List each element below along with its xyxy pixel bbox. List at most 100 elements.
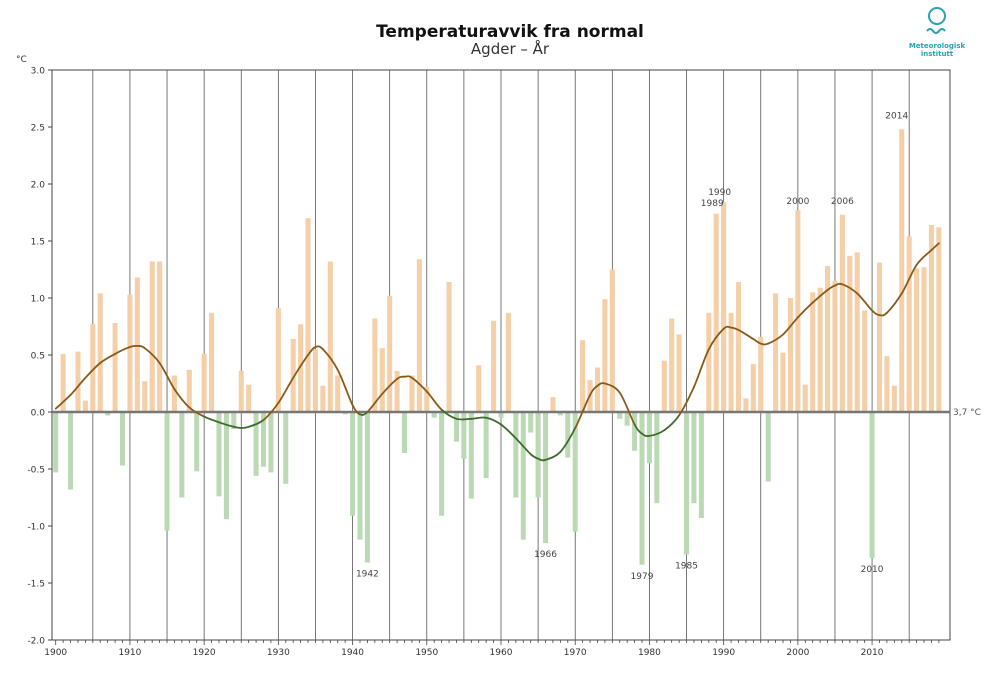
- bar-1945: [387, 295, 393, 412]
- smoothed-curve-segment: [277, 376, 295, 404]
- bar-1977: [624, 412, 630, 426]
- bar-1905: [90, 324, 96, 412]
- smoothed-curve-segment: [381, 378, 398, 395]
- bar-1925: [238, 370, 244, 412]
- bar-1930: [275, 308, 281, 412]
- logo-line2: institutt: [920, 50, 954, 58]
- bar-1997: [773, 293, 779, 412]
- bar-1959: [491, 320, 497, 412]
- bar-1958: [483, 412, 489, 479]
- bar-2008: [854, 252, 860, 412]
- bar-1974: [602, 299, 608, 412]
- smoothed-curve-segment: [336, 368, 354, 407]
- smoothed-curve-segment: [240, 425, 250, 429]
- smoothed-curve-segment: [425, 390, 443, 411]
- bar-1918: [186, 369, 192, 412]
- bar-2009: [862, 310, 868, 412]
- smoothed-curve-segment: [114, 346, 131, 355]
- smoothed-curve-segment: [663, 414, 680, 432]
- bar-1973: [594, 367, 601, 412]
- bar-1961: [505, 312, 511, 412]
- bar-1916: [171, 375, 177, 412]
- smoothed-curve-segment: [915, 249, 933, 266]
- smoothed-curve-segment: [188, 406, 205, 418]
- x-tick-label: 1980: [638, 648, 661, 658]
- bar-1952: [439, 412, 445, 516]
- y-tick-label: -0.5: [27, 466, 45, 476]
- y-tick-label: -1.5: [27, 580, 45, 590]
- bar-1955: [461, 412, 467, 459]
- bar-1982: [661, 360, 667, 412]
- bar-1922: [216, 412, 222, 497]
- bar-1980: [646, 412, 652, 464]
- bar-1926: [246, 384, 252, 412]
- bar-1924: [231, 412, 237, 430]
- bar-1956: [468, 412, 474, 499]
- smoothed-curve-segment: [841, 283, 859, 295]
- bar-2015: [906, 236, 912, 412]
- x-tick-label: 2010: [861, 648, 884, 658]
- smoothed-curve-segment: [455, 417, 473, 421]
- x-tick-label: 1920: [193, 648, 216, 658]
- smoothed-curve-segment: [470, 416, 488, 420]
- smoothed-curve-segment: [544, 451, 562, 461]
- bar-1915: [164, 412, 170, 531]
- smoothed-curve-segment: [707, 327, 725, 351]
- bar-1928: [260, 412, 267, 467]
- bar-1936: [320, 385, 326, 412]
- bar-1906: [97, 293, 103, 412]
- y-tick-label: 0.0: [31, 409, 46, 419]
- bar-1996: [765, 412, 771, 482]
- bar-2014: [899, 129, 905, 412]
- annotation-2006: 2006: [831, 197, 854, 207]
- bar-1942: [364, 412, 370, 563]
- smoothed-curve-segment: [143, 347, 161, 364]
- smoothed-curve-segment: [403, 375, 413, 379]
- bar-1993: [743, 398, 749, 412]
- bar-1954: [453, 412, 459, 442]
- bar-1932: [290, 339, 296, 412]
- smoothed-curve-segment: [314, 345, 324, 351]
- bar-1975: [609, 269, 615, 412]
- bar-1914: [157, 261, 163, 412]
- smoothed-curve-segment: [173, 388, 191, 409]
- smoothed-curve-segment: [930, 242, 940, 251]
- bar-1984: [676, 334, 682, 412]
- smoothed-curve-segment: [366, 392, 384, 413]
- bar-1969: [565, 412, 571, 458]
- bar-2011: [876, 262, 883, 412]
- bar-1968: [557, 412, 563, 416]
- bar-2016: [914, 268, 920, 412]
- bar-2005: [832, 280, 838, 412]
- bar-1991: [728, 312, 734, 412]
- x-tick-label: 1940: [341, 648, 364, 658]
- x-tick-label: 2000: [786, 648, 809, 658]
- smoothed-curve-segment: [730, 326, 740, 331]
- y-tick-label: 2.0: [31, 181, 46, 191]
- bar-1988: [706, 312, 712, 412]
- y-tick-label: 0.5: [31, 352, 45, 362]
- bar-1986: [691, 412, 697, 504]
- bar-1933: [298, 324, 304, 412]
- smoothed-curve-segment: [900, 264, 918, 295]
- smoothed-curve-segment: [54, 394, 72, 410]
- y-tick-label: 1.0: [31, 295, 46, 305]
- bar-1912: [142, 381, 148, 412]
- smoothed-curve-segment: [759, 342, 770, 346]
- y-tick-label: 1.5: [31, 238, 45, 248]
- smoothed-curve-segment: [262, 402, 280, 421]
- bar-2012: [884, 356, 890, 412]
- annotation-1942: 1942: [356, 569, 379, 579]
- bar-1940: [350, 412, 356, 516]
- smoothed-curve-segment: [604, 382, 621, 394]
- x-tick-label: 1910: [118, 648, 141, 658]
- bar-2007: [847, 255, 853, 412]
- bar-1902: [68, 412, 74, 490]
- bar-1970: [572, 412, 578, 532]
- smoothed-curve-segment: [574, 394, 591, 429]
- bar-1978: [632, 412, 638, 451]
- bar-2000: [795, 210, 801, 412]
- bar-1917: [179, 412, 185, 498]
- bar-1907: [105, 412, 111, 416]
- bar-2013: [891, 385, 897, 412]
